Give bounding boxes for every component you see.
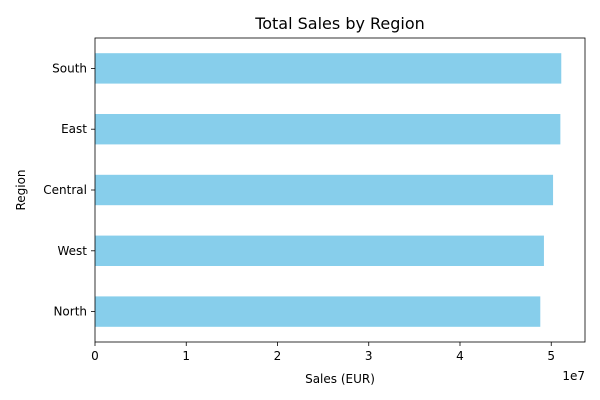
- bar-north: [95, 296, 541, 327]
- x-axis-label: Sales (EUR): [305, 372, 375, 386]
- bar-south: [95, 53, 562, 84]
- x-tick-label: 0: [91, 349, 99, 363]
- chart-title: Total Sales by Region: [254, 14, 425, 33]
- x-tick-label: 2: [274, 349, 282, 363]
- bar-central: [95, 174, 554, 206]
- x-tick-label: 3: [365, 349, 373, 363]
- axes-group: North West Central East South 0 1 2 3 4 5: [43, 37, 586, 363]
- x-tick-label: 4: [456, 349, 464, 363]
- y-tick-label: Central: [43, 183, 87, 197]
- y-tick-label: West: [57, 244, 87, 258]
- bars-group: [95, 53, 562, 327]
- y-tick-label: South: [52, 61, 87, 75]
- y-axis-label: Region: [14, 169, 28, 210]
- y-tick-label: North: [53, 305, 87, 319]
- bar-west: [95, 235, 544, 266]
- bar-east: [95, 114, 561, 145]
- plot-frame: [94, 37, 586, 343]
- y-tick-label: East: [61, 122, 87, 136]
- x-tick-label: 5: [547, 349, 555, 363]
- x-offset-label: 1e7: [562, 369, 585, 383]
- x-tick-label: 1: [182, 349, 190, 363]
